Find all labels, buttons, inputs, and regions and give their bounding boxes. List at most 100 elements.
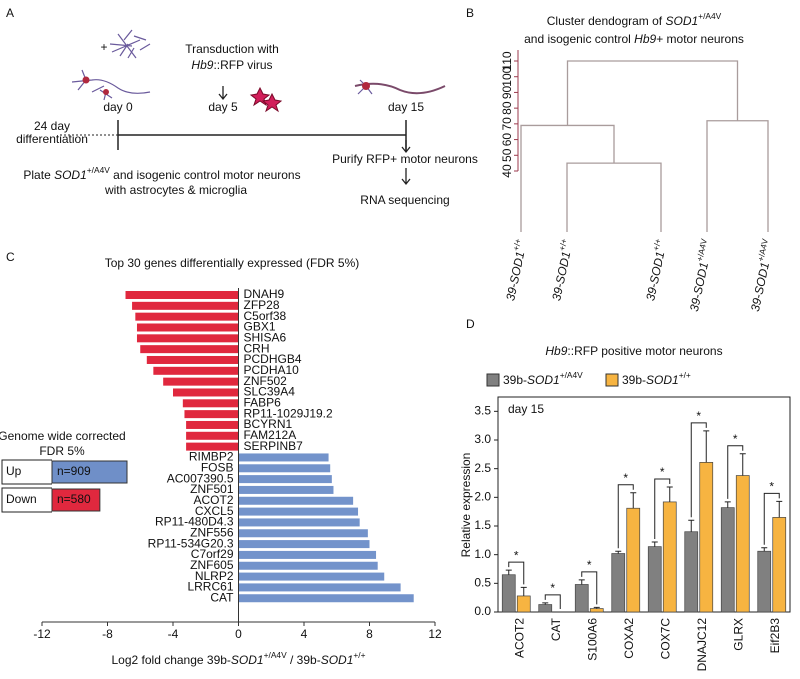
text-run: SOD1 bbox=[527, 373, 560, 387]
significance-bracket bbox=[727, 445, 744, 499]
text-run: Hb9 bbox=[545, 344, 567, 358]
bar bbox=[153, 366, 239, 375]
bar bbox=[501, 574, 516, 613]
bar bbox=[684, 531, 699, 613]
text-run: +/A4V bbox=[698, 11, 721, 21]
inset-bar bbox=[51, 460, 128, 484]
plus-sign: + bbox=[100, 40, 107, 54]
category-label: ZNF556 bbox=[190, 525, 234, 539]
text-run: and isogenic control motor neurons bbox=[110, 168, 301, 182]
arrow bbox=[401, 168, 411, 186]
text-run: +/A4V bbox=[560, 370, 583, 380]
bar bbox=[516, 595, 531, 613]
category-label: SHISA6 bbox=[244, 330, 287, 344]
category-label: NLRP2 bbox=[195, 569, 234, 583]
x-tick-label: S100A6 bbox=[585, 618, 599, 661]
category-label: AC007390.5 bbox=[167, 471, 234, 485]
significance-bracket bbox=[508, 561, 525, 585]
bar bbox=[699, 462, 714, 613]
bar bbox=[136, 323, 239, 332]
significance-label: * bbox=[660, 465, 665, 479]
y-tick-label: 90 bbox=[500, 85, 514, 99]
bar bbox=[238, 507, 359, 516]
dendrogram-link bbox=[706, 120, 769, 232]
bar bbox=[238, 561, 378, 570]
day-label: day 0 bbox=[103, 100, 133, 114]
x-tick-label: COX7C bbox=[658, 618, 672, 660]
bar bbox=[538, 604, 553, 613]
bar bbox=[238, 464, 331, 473]
category-label: FABP6 bbox=[244, 395, 282, 409]
error-bar bbox=[578, 579, 585, 585]
bar bbox=[238, 529, 368, 538]
chart-title: Hb9::RFP positive motor neurons bbox=[545, 344, 722, 358]
soma bbox=[362, 82, 370, 90]
bar bbox=[238, 453, 329, 462]
text-run: Log2 fold change 39b- bbox=[111, 653, 230, 667]
bar bbox=[135, 312, 239, 321]
leaf-label: 39-SOD1+/+ bbox=[501, 238, 531, 302]
error-bar bbox=[776, 500, 783, 518]
chart-title: Cluster dendogram of SOD1+/A4V bbox=[547, 11, 722, 28]
bar bbox=[238, 496, 354, 505]
bar bbox=[238, 485, 334, 494]
category-label: CXCL5 bbox=[195, 504, 234, 518]
x-tick-label: CAT bbox=[549, 617, 563, 641]
bar bbox=[186, 442, 239, 451]
y-tick-label: 80 bbox=[500, 101, 514, 115]
category-label: ZNF605 bbox=[190, 558, 234, 572]
x-tick-label: 0 bbox=[235, 627, 242, 641]
bar bbox=[238, 572, 385, 581]
bar bbox=[238, 594, 414, 603]
category-label: C5orf38 bbox=[244, 309, 287, 323]
category-label: RP11-1029J19.2 bbox=[244, 406, 334, 420]
text-run: Plate bbox=[23, 168, 54, 182]
significance-bracket bbox=[690, 422, 707, 518]
bar bbox=[720, 507, 735, 613]
inset-value-label: n=580 bbox=[57, 492, 91, 506]
dendrogram-link bbox=[566, 162, 662, 232]
significance-bracket bbox=[763, 492, 780, 545]
soma bbox=[82, 76, 90, 84]
significance-bracket bbox=[581, 571, 598, 605]
inset-box bbox=[1, 459, 52, 485]
y-tick-label: 3.0 bbox=[474, 432, 491, 446]
bar bbox=[735, 475, 750, 613]
error-bar bbox=[739, 453, 746, 476]
text-run: +/+ bbox=[679, 370, 691, 380]
legend-swatch bbox=[486, 373, 500, 387]
text-run: ::RFP positive motor neurons bbox=[567, 344, 722, 358]
y-tick-label: 0.5 bbox=[474, 576, 491, 590]
x-axis-title: Log2 fold change 39b-SOD1+/A4V / 39b-SOD… bbox=[111, 650, 365, 667]
inset-value-label: n=909 bbox=[57, 464, 91, 478]
chart-title: Top 30 genes differentially expressed (F… bbox=[105, 256, 360, 270]
significance-label: * bbox=[514, 548, 519, 562]
bar bbox=[647, 546, 662, 613]
text-run: +/A4V bbox=[756, 237, 771, 262]
significance-label: * bbox=[733, 432, 738, 446]
text-run: 39b- bbox=[503, 373, 527, 387]
text-run: Hb9 bbox=[191, 58, 213, 72]
category-label: ZFP28 bbox=[244, 298, 280, 312]
day-label: day 5 bbox=[208, 100, 238, 114]
text-run: +/A4V bbox=[695, 237, 710, 262]
category-label: BCYRN1 bbox=[244, 417, 293, 431]
category-label: CRH bbox=[244, 341, 270, 355]
text-run: 39-SOD1 bbox=[643, 250, 667, 302]
text-run: Cluster dendogram of bbox=[547, 14, 666, 28]
y-tick-label: 3.5 bbox=[474, 404, 491, 418]
text-run: / 39b- bbox=[287, 653, 321, 667]
error-bar bbox=[666, 486, 673, 502]
legend-label: 39b-SOD1+/A4V bbox=[503, 370, 583, 387]
y-tick-label: 100 bbox=[500, 66, 514, 86]
y-tick-label: 2.0 bbox=[474, 490, 491, 504]
y-tick-label: 70 bbox=[500, 117, 514, 131]
text-run: +/A4V bbox=[87, 165, 110, 175]
annotation: Hb9::RFP virus bbox=[191, 58, 272, 72]
text-run: ::RFP virus bbox=[213, 58, 272, 72]
annotation: 24 day bbox=[34, 119, 70, 133]
dendrogram-link bbox=[520, 124, 615, 232]
panel-letter: C bbox=[6, 250, 15, 264]
text-run: SOD1 bbox=[231, 653, 264, 667]
bar bbox=[238, 550, 377, 559]
